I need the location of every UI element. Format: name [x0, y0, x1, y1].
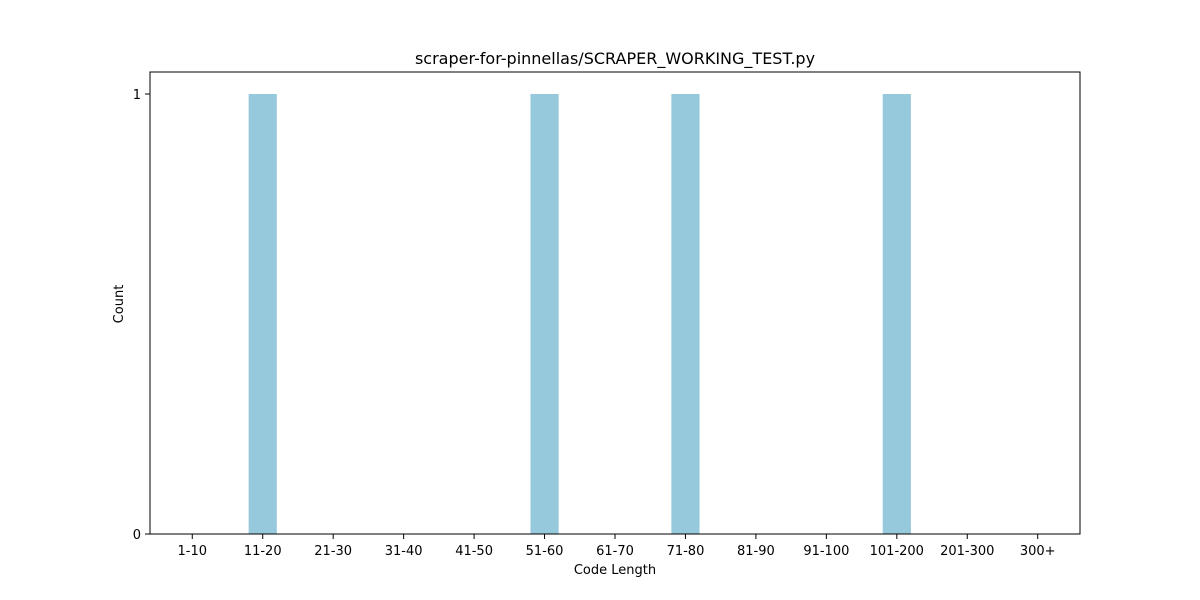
bar-11-20: [248, 94, 277, 534]
x-tick-label: 21-30: [314, 544, 352, 559]
bar-51-60: [530, 94, 559, 534]
x-tick-label: 31-40: [385, 544, 423, 559]
x-axis: 1-10 11-20 21-30 31-40 41-50 51-60 61-70 71-80 8…: [178, 534, 1056, 559]
bar-71-80: [671, 94, 700, 534]
x-tick-label: 1-10: [178, 544, 208, 559]
x-tick-label: 51-60: [526, 544, 564, 559]
chart-title: scraper-for-pinnellas/SCRAPER_WORKING_TE…: [415, 49, 815, 69]
x-tick-label: 81-90: [737, 544, 775, 559]
bars-group: [248, 94, 911, 534]
x-tick-label: 61-70: [596, 544, 634, 559]
bar-101-200: [882, 94, 911, 534]
y-tick-label: 1: [133, 88, 141, 103]
x-tick-label: 101-200: [870, 544, 924, 559]
x-tick-label: 91-100: [803, 544, 849, 559]
plot-frame: [149, 71, 1081, 535]
x-tick-label: 300+: [1020, 544, 1056, 559]
y-axis-title: Count: [112, 285, 127, 324]
x-tick-label: 41-50: [455, 544, 493, 559]
x-tick-label: 201-300: [940, 544, 994, 559]
x-axis-title: Code Length: [574, 563, 656, 578]
y-axis: 01: [133, 88, 150, 543]
y-tick-label: 0: [133, 528, 141, 543]
x-tick-label: 71-80: [667, 544, 705, 559]
x-tick-label: 11-20: [244, 544, 282, 559]
